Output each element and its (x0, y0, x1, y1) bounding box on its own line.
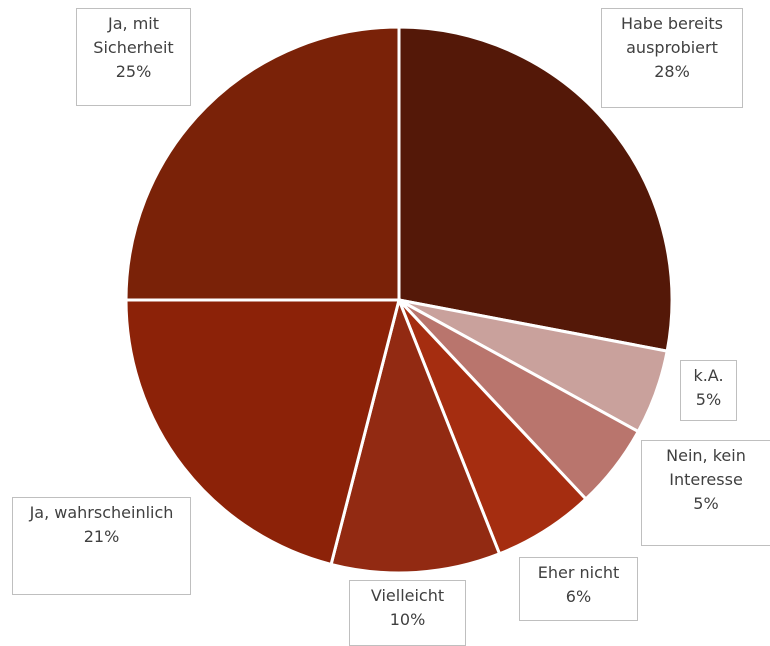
data-label: Ja, wahrscheinlich 21% (12, 497, 191, 595)
value-label: 25% (115, 62, 152, 81)
category-label: Nein, kein Interesse (666, 446, 746, 489)
category-label: k.A. (693, 366, 724, 385)
category-label: Ja, wahrscheinlich (29, 503, 174, 522)
data-label: Habe bereits ausprobiert 28% (601, 8, 743, 108)
category-label: Vielleicht (370, 586, 445, 605)
data-label: k.A. 5% (680, 360, 737, 421)
value-label: 6% (565, 587, 592, 606)
value-label: 5% (693, 494, 719, 513)
pie-slice (124, 25, 401, 302)
value-label: 10% (389, 610, 426, 629)
value-label: 28% (654, 62, 690, 81)
pie-slice (124, 298, 401, 567)
pie-slice (397, 25, 674, 353)
value-label: 21% (83, 527, 120, 546)
category-label: Habe bereits ausprobiert (620, 14, 724, 57)
category-label: Eher nicht (537, 563, 620, 582)
value-label: 5% (695, 390, 722, 409)
category-label: Ja, mit Sicherheit (93, 14, 174, 57)
data-label: Eher nicht 6% (519, 557, 638, 621)
pie-slice (329, 295, 502, 575)
data-label: Vielleicht 10% (349, 580, 466, 646)
data-label: Ja, mit Sicherheit 25% (76, 8, 191, 106)
data-label: Nein, kein Interesse 5% (641, 440, 770, 546)
